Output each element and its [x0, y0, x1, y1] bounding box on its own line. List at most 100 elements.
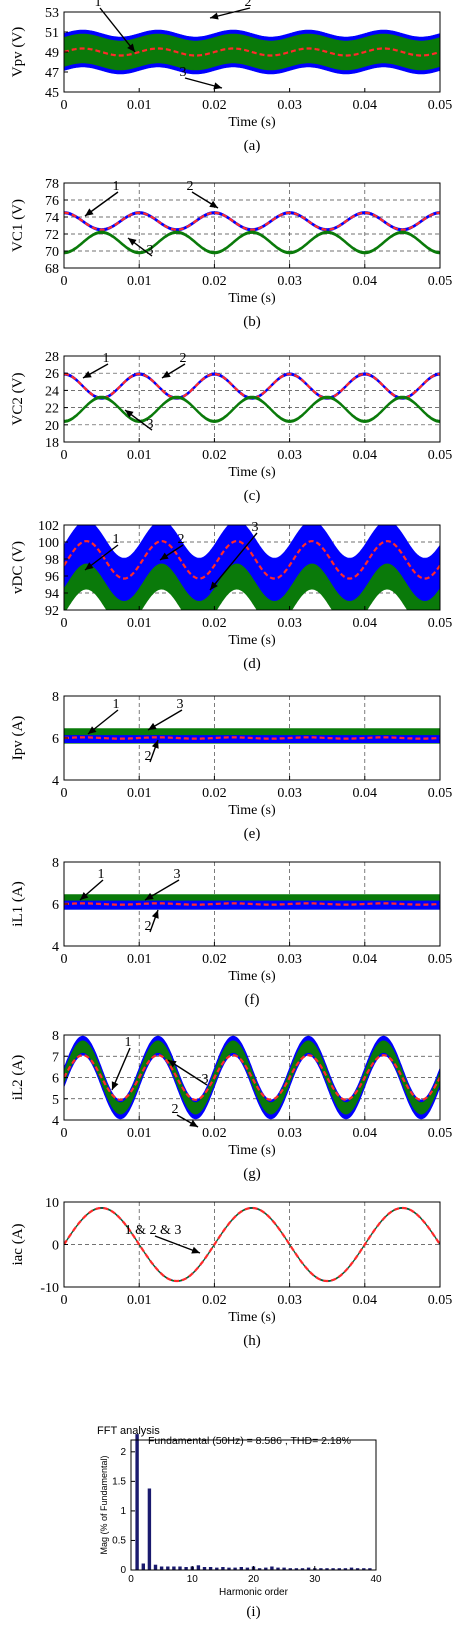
axes-frame [63, 355, 441, 443]
fft-bar [153, 1564, 158, 1570]
fft-bar [147, 1488, 152, 1570]
fft-bar [368, 1568, 372, 1570]
fft-bar [172, 1566, 176, 1570]
x-tick-label: 0.04 [353, 98, 378, 113]
y-tick-label: 98 [45, 553, 59, 568]
y-tick-label: 4 [52, 940, 59, 955]
x-tick-label: 0.01 [127, 274, 152, 289]
y-tick-label: 76 [45, 194, 59, 209]
annotation-arrowhead [160, 552, 169, 560]
fft-bar [288, 1568, 292, 1570]
y-tick-label: 68 [45, 262, 59, 277]
x-tick-label: 0.02 [202, 786, 227, 801]
panel-caption: (e) [244, 826, 261, 842]
x-tick-label: 0.02 [202, 1126, 227, 1141]
x-axis-label: Time (s) [228, 633, 276, 648]
series-group [64, 525, 440, 610]
annotation-arrowhead [168, 1060, 177, 1068]
fft-bar [221, 1567, 225, 1570]
fft-title: FFT analysis [97, 1425, 160, 1437]
x-tick-label: 0.04 [353, 952, 378, 967]
x-tick-label: 0.03 [277, 274, 302, 289]
x-tick-label: 0.04 [353, 616, 378, 631]
x-tick-label: 40 [370, 1574, 382, 1585]
x-axis-label: Time (s) [228, 803, 276, 818]
x-tick-label: 0.01 [127, 616, 152, 631]
y-tick-label: 49 [45, 46, 59, 61]
x-tick-label: 0.03 [277, 952, 302, 967]
y-tick-label: 45 [45, 86, 59, 101]
series-group [64, 372, 440, 423]
y-tick-label: 10 [45, 1196, 59, 1211]
annotation-arrowhead [83, 370, 92, 378]
y-tick-label: 6 [52, 1072, 59, 1087]
y-tick-label: 94 [45, 587, 59, 602]
series-3-band [64, 395, 440, 423]
x-tick-label: 0.01 [127, 98, 152, 113]
x-axis-label: Time (s) [228, 291, 276, 306]
annotation-label: 3 [252, 520, 259, 535]
x-tick-label: 0.02 [202, 448, 227, 463]
x-tick-label: 0.01 [127, 448, 152, 463]
annotation-label: 1 [103, 351, 110, 366]
annotation-label: 1 [125, 1035, 132, 1050]
y-tick-label: 2 [120, 1447, 126, 1458]
annotation-label: 1 [98, 867, 105, 882]
y-tick-label: 47 [45, 66, 59, 81]
x-tick-label: 0 [61, 1293, 68, 1308]
x-tick-label: 0.01 [127, 1126, 152, 1141]
y-tick-label: -10 [40, 1281, 59, 1296]
y-tick-label: 0.5 [112, 1535, 126, 1546]
x-tick-label: 0.03 [277, 616, 302, 631]
fft-bar [300, 1568, 305, 1570]
x-tick-label: 0.04 [353, 786, 378, 801]
fft-bar [362, 1568, 366, 1570]
panel-caption: (c) [244, 488, 261, 504]
annotation-label: 1 [113, 179, 120, 194]
series-2-band [64, 1040, 440, 1115]
y-tick-label: 28 [45, 350, 59, 365]
fft-bar [349, 1567, 354, 1570]
fft-bar [135, 1434, 139, 1570]
annotation-arrowhead [191, 1246, 200, 1254]
y-tick-label: 6 [52, 898, 59, 913]
annotation-arrowhead [213, 82, 222, 90]
series-3-band [64, 230, 440, 255]
annotation-label: 1 [95, 0, 102, 10]
annotation-arrowhead [127, 43, 135, 52]
fft-bar [178, 1566, 182, 1570]
x-tick-label: 0 [61, 1126, 68, 1141]
x-tick-label: 0.03 [277, 448, 302, 463]
x-tick-label: 0.02 [202, 98, 227, 113]
fft-bar [245, 1567, 250, 1570]
fft-bar [337, 1568, 341, 1570]
annotation-arrowhead [85, 562, 94, 570]
y-tick-label: 7 [52, 1050, 59, 1065]
y-tick-label: 4 [52, 774, 59, 789]
chart-panel-e: 0 0.01 0.02 0.03 0.04 0.05 4 6 8 Time (s) Ipv (A) (… [10, 690, 452, 842]
annotation-label: 2 [178, 532, 185, 547]
fft-bar [227, 1567, 231, 1570]
annotation-label: 2 [180, 351, 187, 366]
y-tick-label: 8 [52, 690, 59, 705]
annotation-label: 3 [202, 1072, 209, 1087]
fft-bar [208, 1567, 213, 1570]
annotation-label: 1 [113, 697, 120, 712]
fft-bar [166, 1566, 170, 1570]
x-axis-label: Time (s) [228, 115, 276, 130]
x-tick-label: 0.03 [277, 1293, 302, 1308]
x-tick-label: 0.02 [202, 616, 227, 631]
fft-bar [282, 1567, 286, 1570]
annotation-arrowhead [80, 892, 89, 900]
x-tick-label: 0.01 [127, 1293, 152, 1308]
annotation-label: 1 [113, 532, 120, 547]
y-tick-label: 74 [45, 211, 59, 226]
x-axis-label: Time (s) [228, 465, 276, 480]
series-group [64, 1206, 440, 1283]
annotation-arrowhead [125, 410, 134, 418]
series-group [64, 1035, 440, 1120]
annotation-arrowhead [209, 200, 218, 208]
series-3-line [64, 736, 440, 740]
